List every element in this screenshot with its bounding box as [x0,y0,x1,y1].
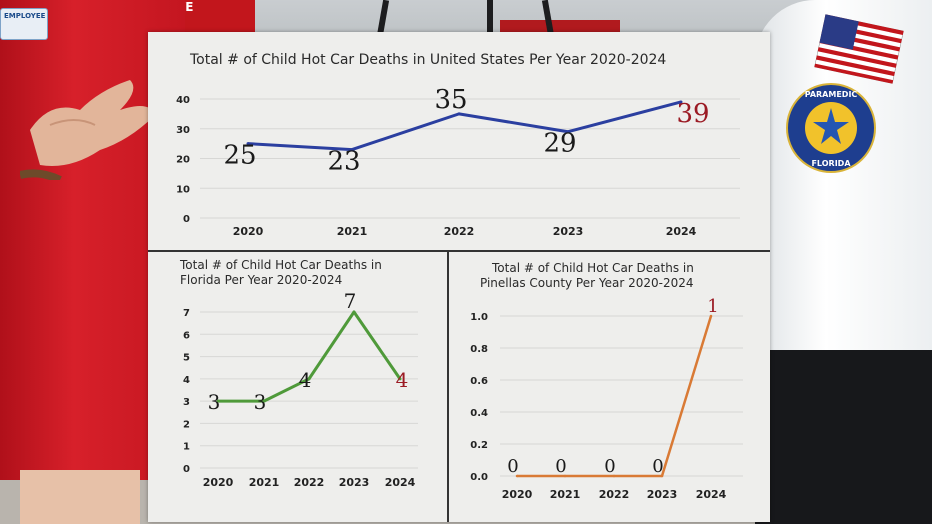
data-point [515,474,519,478]
y-tick-label: 10 [176,184,190,195]
x-tick-label: 2021 [249,476,280,489]
data-label: 25 [223,141,256,171]
data-point [398,377,402,381]
y-tick-label: 1.0 [470,312,488,323]
y-tick-label: 40 [176,95,190,106]
data-label: 3 [208,390,221,414]
chart-pinellas: Total # of Child Hot Car Deaths in Pinel… [470,261,743,501]
y-tick-label: 1 [183,442,190,453]
data-label: 0 [604,456,615,477]
patch-top-text: PARAMEDIC [805,90,858,99]
chart-pinellas-title-line-1: Total # of Child Hot Car Deaths in [491,261,694,275]
y-tick-label: 0.8 [470,344,488,355]
y-tick-label: 30 [176,125,190,136]
x-tick-label: 2023 [339,476,370,489]
x-tick-label: 2022 [294,476,325,489]
data-point [307,377,311,381]
y-tick-label: 0.6 [470,376,488,387]
data-label: 35 [434,85,467,115]
x-tick-label: 2022 [444,225,475,238]
chart-us: Total # of Child Hot Car Deaths in Unite… [176,52,740,238]
data-point [612,474,616,478]
legs [20,470,140,524]
y-tick-label: 0.2 [470,440,488,451]
data-point [350,148,354,152]
id-badge: EMPLOYEE [0,8,48,40]
x-tick-label: 2021 [550,488,581,501]
chart-florida-title-line-2: Florida Per Year 2020-2024 [180,273,342,287]
y-tick-label: 5 [183,353,190,364]
x-tick-label: 2020 [203,476,234,489]
paramedic-patch: PARAMEDIC FLORIDA [786,83,876,173]
data-label: 7 [344,289,357,313]
x-tick-label: 2023 [647,488,678,501]
data-point [352,310,356,314]
data-point [679,100,683,104]
chart-board-svg: Total # of Child Hot Car Deaths in Unite… [148,52,770,522]
data-label: 0 [555,456,566,477]
x-tick-label: 2020 [502,488,533,501]
data-label: 1 [707,296,718,317]
hands [20,80,155,180]
data-label: 4 [299,368,312,392]
chart-pinellas-title-line-2: Pinellas County Per Year 2020-2024 [480,276,694,290]
x-tick-label: 2021 [337,225,368,238]
y-tick-label: 20 [176,155,190,166]
y-tick-label: 0.0 [470,472,488,483]
data-point [566,130,570,134]
y-tick-label: 2 [183,419,190,430]
data-point [709,314,713,318]
series-line [517,315,713,478]
data-point [563,474,567,478]
x-tick-label: 2020 [233,225,264,238]
us-flag-icon [814,14,904,84]
y-tick-label: 4 [183,375,190,386]
x-tick-label: 2023 [553,225,584,238]
data-label: 0 [507,456,518,477]
data-point [457,112,461,116]
data-point [262,399,266,403]
data-label: 4 [396,368,409,392]
data-label: 0 [652,456,663,477]
x-tick-label: 2022 [599,488,630,501]
y-tick-label: 7 [183,308,190,319]
data-point [216,399,220,403]
data-label: 29 [543,129,576,159]
patch-bottom-text: FLORIDA [811,159,851,168]
x-tick-label: 2024 [385,476,416,489]
chart-florida-title-line-1: Total # of Child Hot Car Deaths in [179,258,382,272]
data-point [660,474,664,478]
easel-leg-center [487,0,493,36]
data-label: 3 [254,390,267,414]
y-tick-label: 3 [183,397,190,408]
y-tick-label: 6 [183,330,190,341]
chart-us-title: Total # of Child Hot Car Deaths in Unite… [189,52,666,68]
data-point [246,142,250,146]
dark-pants [755,350,932,524]
y-tick-label: 0 [183,464,190,475]
chart-board: Total # of Child Hot Car Deaths in Unite… [148,32,770,522]
x-tick-label: 2024 [696,488,727,501]
x-tick-label: 2024 [666,225,697,238]
data-label: 39 [676,99,709,129]
chart-florida: Total # of Child Hot Car Deaths in Flori… [179,258,418,489]
data-label: 23 [327,147,360,177]
y-tick-label: 0.4 [470,408,488,419]
badge-text: EMPLOYEE [4,12,46,20]
paramedic-right: PARAMEDIC FLORIDA [745,0,932,524]
y-tick-label: 0 [183,214,190,225]
